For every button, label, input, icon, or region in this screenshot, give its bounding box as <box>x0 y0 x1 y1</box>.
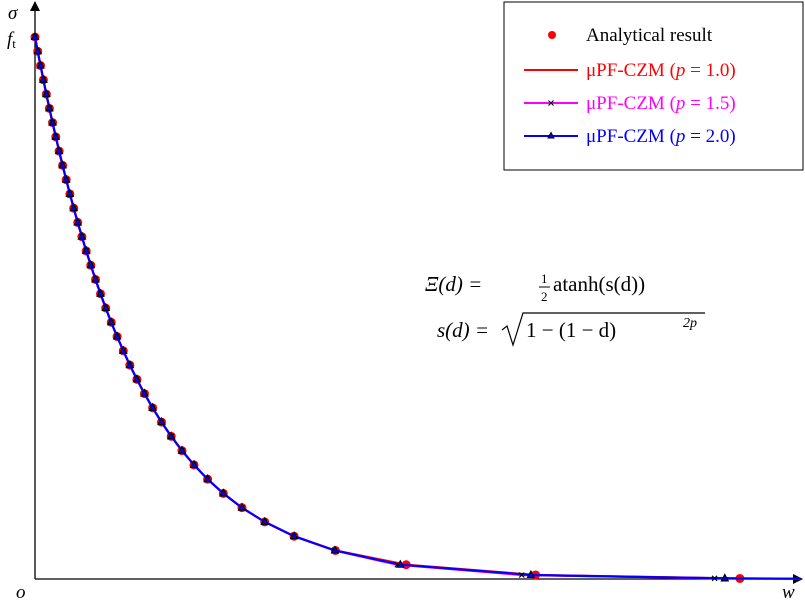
series-marker-triangle <box>73 217 83 226</box>
legend-label-p15: μPF-CZM (p = 1.5) <box>586 93 736 114</box>
y-tick-ft-sub: t <box>12 36 16 51</box>
legend-p15-value: = 1.5) <box>685 93 735 114</box>
legend-p15-var: p <box>674 93 686 114</box>
annotation-sqrt-sign <box>501 312 705 348</box>
legend-p20-prefix: μPF-CZM ( <box>586 126 676 147</box>
series-marker-triangle <box>58 160 68 169</box>
series-marker-triangle <box>395 559 405 568</box>
annotation-frac-num: 1 <box>541 271 548 286</box>
series-marker-triangle <box>125 359 135 369</box>
series-marker-triangle <box>36 60 45 69</box>
legend-marker-analytical <box>548 31 556 39</box>
y-tick-ft: ft <box>7 29 16 51</box>
legend-p10-var: p <box>674 60 686 81</box>
series-marker-triangle <box>61 174 71 183</box>
series-marker-triangle <box>51 131 61 140</box>
series-marker-triangle <box>148 402 158 411</box>
series-marker-triangle <box>166 431 176 440</box>
series-marker-triangle <box>44 103 54 112</box>
legend-marker-p20 <box>547 131 555 139</box>
plot-area <box>30 31 801 583</box>
series-marker-triangle <box>101 302 111 312</box>
series-marker-triangle <box>106 317 116 326</box>
series-marker-triangle <box>237 502 247 511</box>
series-marker-x <box>711 575 718 582</box>
series-marker-triangle <box>38 74 48 83</box>
legend: Analytical result μPF-CZM (p = 1.0) μPF-… <box>503 1 804 171</box>
legend-label-p20: μPF-CZM (p = 2.0) <box>586 126 736 147</box>
series-marker-triangle <box>189 459 199 468</box>
series-marker-triangle <box>33 46 43 55</box>
series-marker-triangle <box>157 416 166 426</box>
legend-label-analytical: Analytical result <box>586 25 713 46</box>
series-marker-triangle <box>65 188 75 197</box>
series-marker-triangle <box>112 331 122 340</box>
series-marker-triangle <box>48 117 57 126</box>
series-marker-triangle <box>260 516 270 525</box>
series-marker-x <box>518 572 525 578</box>
series-marker-triangle <box>720 573 730 582</box>
series-marker-triangle <box>330 545 340 554</box>
legend-p15-prefix: μPF-CZM ( <box>586 93 676 114</box>
annotation-line1-lhs: Ξ(d) = <box>425 272 482 296</box>
legend-marker-p15 <box>548 100 554 106</box>
y-tick-ft-main: f <box>7 29 15 50</box>
series-marker-triangle <box>41 88 51 98</box>
series-marker-triangle <box>77 231 87 240</box>
annotation-line1: Ξ(d) = <box>425 272 482 296</box>
annotation-line1-rhs: atanh(s(d)) <box>553 272 645 296</box>
annotation-radicand: 1 − (1 − d) <box>526 318 616 342</box>
series-marker-triangle <box>81 245 91 254</box>
series-marker-triangle <box>132 374 142 383</box>
legend-p10-prefix: μPF-CZM ( <box>586 60 676 81</box>
series-marker-triangle <box>203 474 213 483</box>
series-marker-triangle <box>289 531 299 540</box>
legend-p20-value: = 2.0) <box>685 126 735 147</box>
origin-label: o <box>16 582 26 603</box>
series-marker-triangle <box>30 31 40 41</box>
series-marker-triangle <box>118 345 128 354</box>
series-marker-triangle <box>177 445 187 454</box>
series-marker-triangle <box>96 288 105 297</box>
legend-box <box>503 1 804 171</box>
annotation-frac-den: 2 <box>541 289 548 304</box>
series-marker-triangle <box>69 203 79 212</box>
annotation: Ξ(d) = 1 2 atanh(s(d)) s(d) = 1 − (1 − d… <box>425 271 705 348</box>
series-marker-triangle <box>140 388 149 397</box>
series-marker-triangle <box>54 145 64 155</box>
annotation-exponent: 2p <box>683 316 697 331</box>
series-marker-triangle <box>86 260 96 269</box>
series-marker-triangle <box>91 274 100 283</box>
legend-label-p10: μPF-CZM (p = 1.0) <box>586 60 736 81</box>
legend-p10-value: = 1.0) <box>685 60 735 81</box>
y-axis-label: σ <box>8 3 18 24</box>
x-axis-label: w <box>782 582 795 603</box>
legend-p20-var: p <box>674 126 686 147</box>
series-marker-triangle <box>526 569 536 579</box>
annotation-line2-lhs: s(d) = <box>437 318 489 342</box>
series-marker-triangle <box>218 488 228 497</box>
